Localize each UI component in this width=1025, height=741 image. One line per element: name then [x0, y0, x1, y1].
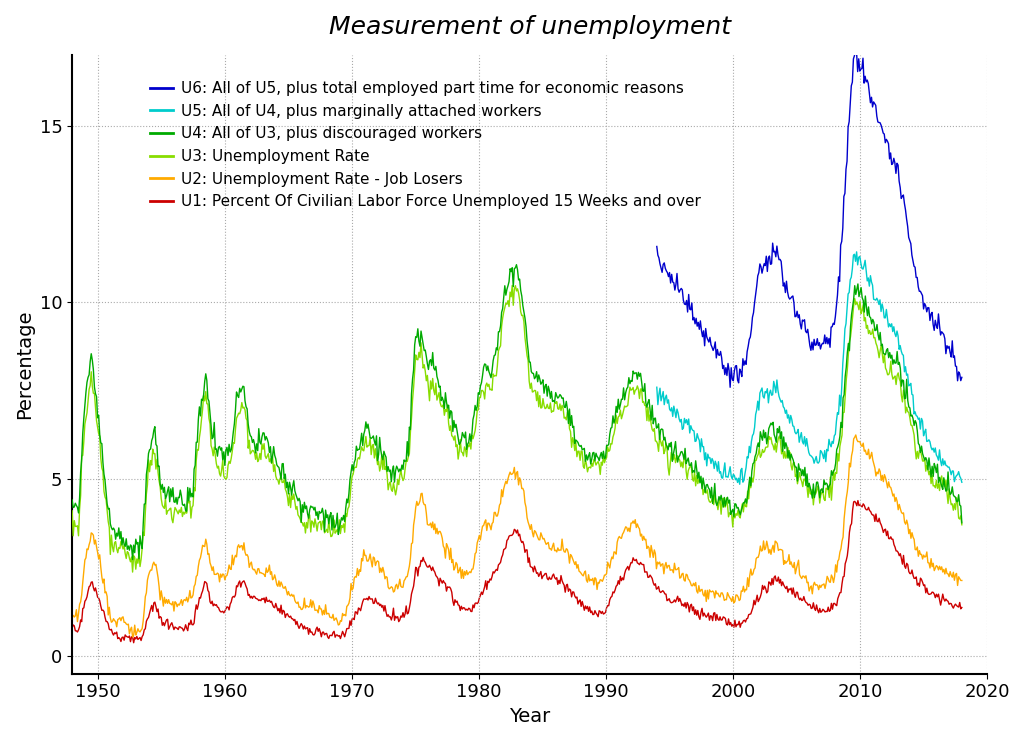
Title: Measurement of unemployment: Measurement of unemployment: [329, 15, 731, 39]
Legend: U6: All of U5, plus total employed part time for economic reasons, U5: All of U4: U6: All of U5, plus total employed part …: [144, 75, 706, 216]
Y-axis label: Percentage: Percentage: [15, 310, 34, 419]
X-axis label: Year: Year: [509, 707, 550, 726]
